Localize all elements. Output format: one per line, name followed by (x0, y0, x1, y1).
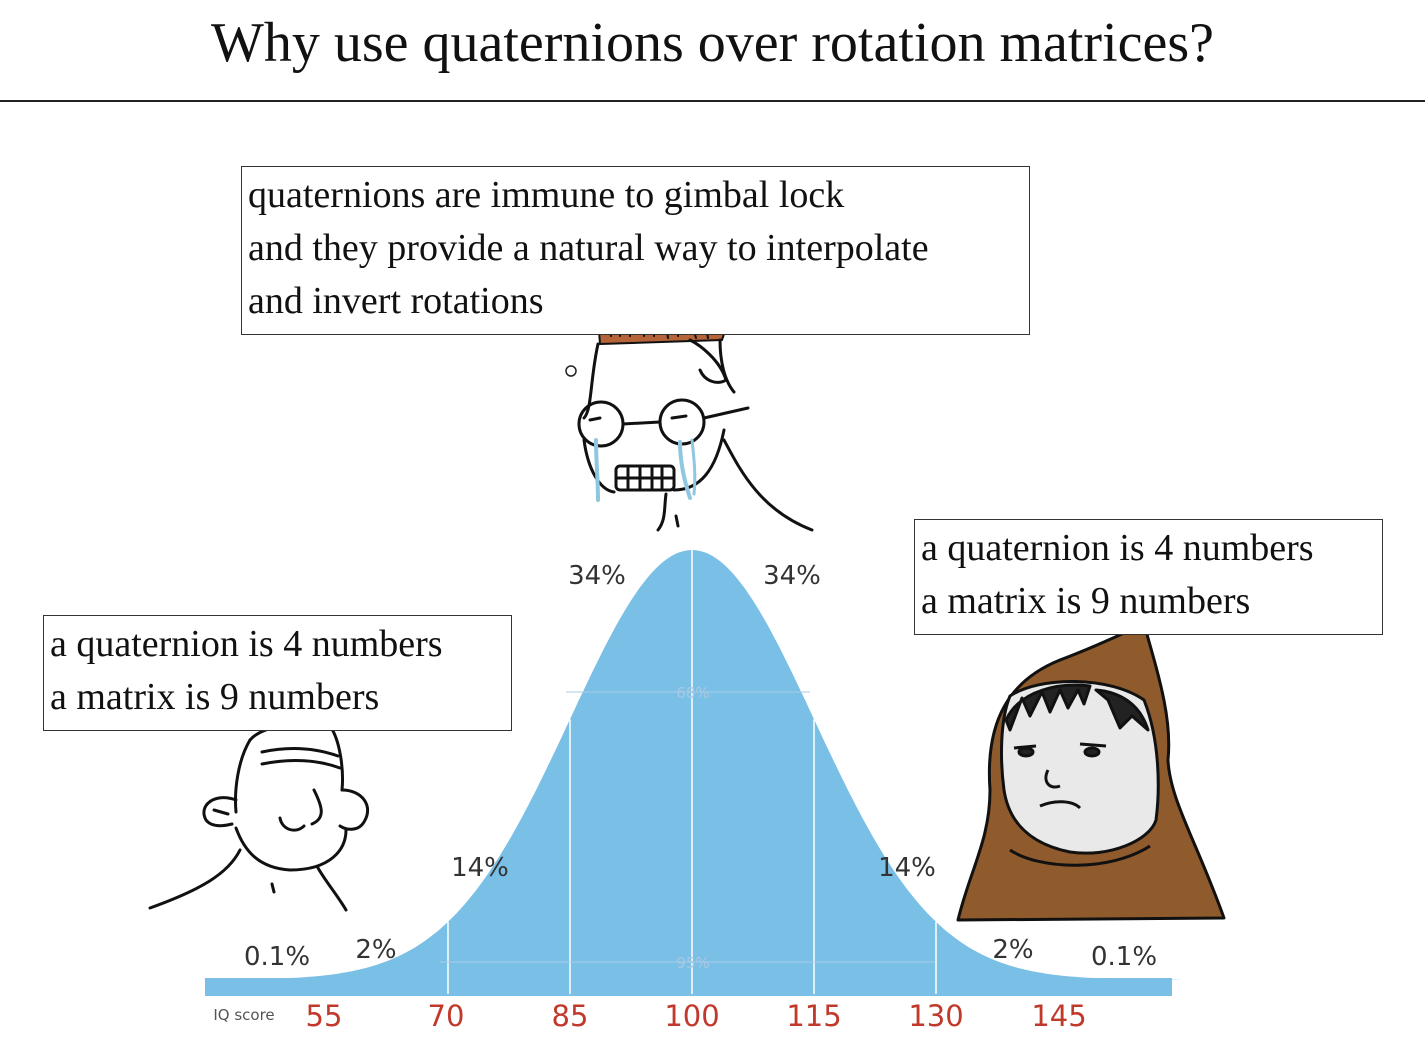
title-divider (0, 100, 1425, 102)
chart-baseline-bar (205, 978, 1172, 996)
region-label-6: 2% (992, 935, 1033, 965)
inner-label-95: 95% (676, 954, 709, 972)
caveman-character (148, 722, 370, 912)
speech-box-nerd: quaternions are immune to gimbal lock an… (241, 166, 1030, 335)
speech-box-monk: a quaternion is 4 numbers a matrix is 9 … (914, 519, 1383, 635)
speech-line: a matrix is 9 numbers (921, 580, 1251, 622)
meme-title: Why use quaternions over rotation matric… (211, 12, 1214, 74)
sd-divider-lines (447, 550, 937, 994)
region-label-2: 14% (451, 853, 509, 883)
axis-label-iq: IQ score (213, 1006, 274, 1024)
small-circle-mark (565, 365, 577, 377)
speech-line: a quaternion is 4 numbers (921, 527, 1314, 569)
tick-label-55: 55 (306, 999, 343, 1033)
nerd-crying-character (577, 309, 814, 532)
tick-label-115: 115 (786, 999, 841, 1033)
region-label-7: 0.1% (1091, 942, 1157, 972)
tick-label-70: 70 (428, 999, 465, 1033)
inner-label-68: 68% (676, 684, 709, 702)
speech-line: quaternions are immune to gimbal lock (248, 174, 845, 216)
region-label-4: 34% (763, 561, 821, 591)
tick-label-130: 130 (908, 999, 963, 1033)
tick-label-145: 145 (1031, 999, 1086, 1033)
tick-label-85: 85 (552, 999, 589, 1033)
tick-label-100: 100 (664, 999, 719, 1033)
speech-line: and invert rotations (248, 280, 544, 322)
hooded-monk-character (956, 622, 1226, 922)
speech-box-caveman: a quaternion is 4 numbers a matrix is 9 … (43, 615, 512, 731)
speech-line: a quaternion is 4 numbers (50, 623, 443, 665)
speech-line: and they provide a natural way to interp… (248, 227, 929, 269)
region-label-5: 14% (878, 853, 936, 883)
region-label-3: 34% (568, 561, 626, 591)
speech-line: a matrix is 9 numbers (50, 676, 380, 718)
region-label-0: 0.1% (244, 942, 310, 972)
region-label-1: 2% (355, 935, 396, 965)
